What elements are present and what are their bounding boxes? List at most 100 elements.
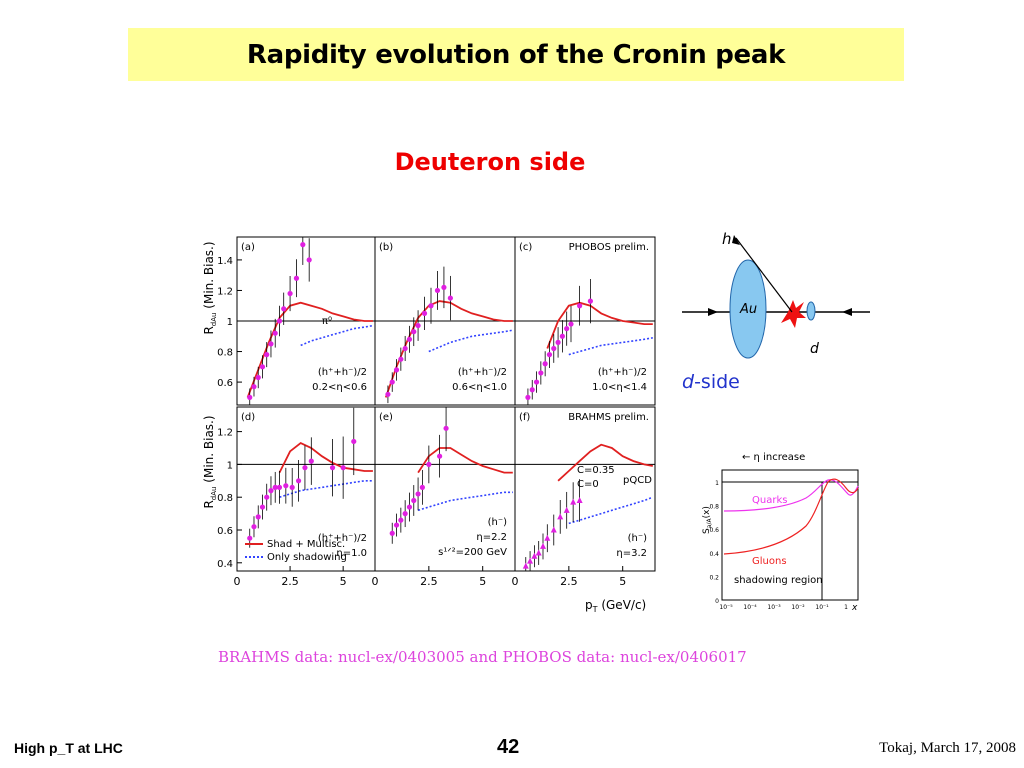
y-tick-label: 0.8 bbox=[217, 493, 233, 504]
shadowing-y-tick: 0.8 bbox=[709, 504, 719, 511]
collision-diagram: Au d h d-side bbox=[682, 230, 870, 393]
data-point bbox=[437, 453, 443, 459]
shadowing-curve bbox=[428, 329, 513, 353]
ylabel-top: RdAu (Min. Bias.) bbox=[202, 241, 218, 334]
data-point bbox=[406, 336, 413, 342]
shadowing-curve bbox=[279, 480, 373, 498]
data-point bbox=[281, 306, 287, 312]
panel-label: (c) bbox=[519, 242, 532, 253]
data-point bbox=[295, 478, 302, 484]
d-nucleus bbox=[806, 301, 816, 321]
data-point bbox=[550, 526, 557, 533]
shadowing-curve bbox=[568, 496, 654, 525]
x-tick-label: 2.5 bbox=[560, 575, 578, 588]
data-point bbox=[276, 318, 283, 324]
data-point bbox=[525, 394, 531, 400]
data-point bbox=[385, 391, 391, 397]
legend-entry: Only shadowing bbox=[267, 552, 347, 563]
slide-title: Rapidity evolution of the Cronin peak bbox=[246, 39, 786, 70]
x-tick-label: 0 bbox=[372, 575, 379, 588]
x-tick-label: 2.5 bbox=[281, 575, 299, 588]
data-point bbox=[531, 552, 538, 559]
panel-annotation: η=3.2 bbox=[616, 548, 647, 559]
data-point bbox=[568, 321, 574, 327]
y-tick-label: 1 bbox=[227, 460, 233, 471]
rdau-panel-grid: 0.60.811.21.4(a)(h⁺+h⁻)/20.2<η<0.6π⁰(b)(… bbox=[202, 236, 656, 614]
y-tick-label: 1.2 bbox=[217, 428, 233, 439]
data-point bbox=[527, 557, 534, 564]
x-tick-label: 5 bbox=[340, 575, 347, 588]
d-label: d bbox=[810, 341, 819, 357]
shadowing-curve bbox=[568, 337, 653, 356]
data-point bbox=[587, 298, 593, 304]
panel-frame bbox=[514, 406, 656, 572]
data-point bbox=[393, 367, 400, 373]
panel-annotation: s¹ᐟ²=200 GeV bbox=[438, 547, 507, 558]
quarks-curve bbox=[723, 479, 859, 512]
data-point bbox=[570, 498, 577, 505]
y-tick-label: 1.2 bbox=[217, 286, 233, 297]
data-point bbox=[441, 284, 447, 290]
panel-annotation: (h⁺+h⁻)/2 bbox=[318, 367, 367, 378]
shadowing-function-chart: ← η increase 0 0.2 0.4 0.6 0.8 1 10⁻⁵ 10⁻⁴ 10⁻³ 1… bbox=[702, 452, 859, 613]
data-point bbox=[287, 290, 293, 297]
panel-annotation: (h⁺+h⁻)/2 bbox=[318, 533, 367, 544]
shadowing-plot-frame bbox=[721, 469, 859, 601]
data-point bbox=[268, 341, 274, 347]
d-side-label: d-side bbox=[682, 371, 740, 393]
data-point bbox=[255, 374, 261, 381]
data-point bbox=[443, 425, 449, 431]
footer-date: Tokaj, March 17, 2008 bbox=[879, 740, 1016, 756]
slide-subtitle: Deuteron side bbox=[394, 148, 586, 176]
ylabel-bottom: RdAu (Min. Bias.) bbox=[202, 415, 218, 508]
data-point bbox=[540, 542, 546, 549]
data-point bbox=[264, 494, 270, 500]
pi0-label: π⁰ bbox=[322, 316, 332, 327]
eta-increase-label: ← η increase bbox=[742, 452, 805, 463]
x-tick-label: 5 bbox=[619, 575, 626, 588]
data-point bbox=[555, 339, 561, 345]
data-point bbox=[398, 356, 404, 362]
au-label: Au bbox=[739, 302, 757, 317]
panel-label: (e) bbox=[379, 412, 393, 423]
data-point bbox=[426, 461, 432, 467]
data-point bbox=[272, 330, 278, 336]
panel-annotation: 0.2<η<0.6 bbox=[312, 382, 367, 393]
footer-course: High p_T at LHC bbox=[14, 740, 123, 756]
shadowing-curve bbox=[417, 491, 513, 512]
multiscattering-curve bbox=[417, 447, 513, 474]
panel-label: (f) bbox=[519, 412, 530, 423]
data-point bbox=[300, 242, 306, 248]
multiscattering-curve bbox=[278, 442, 373, 474]
data-point bbox=[577, 303, 583, 309]
shadowing-x-tick: 10⁻¹ bbox=[815, 604, 829, 611]
y-tick-label: 1 bbox=[227, 317, 233, 328]
shadowing-y-tick: 0.4 bbox=[709, 551, 719, 558]
h-label: h bbox=[722, 230, 732, 248]
data-point bbox=[557, 513, 564, 520]
multiscattering-curve bbox=[246, 301, 373, 398]
page-number: 42 bbox=[497, 736, 520, 758]
curve-label: pQCD bbox=[623, 475, 652, 486]
data-point bbox=[302, 465, 308, 471]
data-point bbox=[389, 530, 395, 536]
data-point bbox=[551, 345, 557, 352]
y-tick-label: 1.4 bbox=[217, 256, 233, 267]
data-point bbox=[264, 352, 270, 358]
data-point bbox=[293, 275, 300, 281]
data-point bbox=[563, 506, 570, 513]
panel-label: (b) bbox=[379, 242, 393, 253]
data-point bbox=[351, 438, 357, 445]
data-point bbox=[289, 484, 295, 490]
data-point bbox=[259, 504, 266, 510]
data-point bbox=[276, 484, 283, 490]
multiscattering-curve bbox=[546, 301, 653, 349]
data-point bbox=[542, 361, 548, 367]
shadowing-xlabel: x bbox=[851, 603, 858, 613]
panel-d: 0.4 0.6 0.8 1 1.2 0 2.5 5 (d) (h⁺+h⁻)/2 η=1.0Shad … bbox=[217, 406, 376, 588]
data-point bbox=[393, 522, 400, 528]
panel-annotation: (h⁻) bbox=[488, 517, 508, 528]
shadowing-x-tick: 10⁻⁴ bbox=[743, 604, 757, 611]
data-point bbox=[251, 524, 257, 530]
panel-label: (a) bbox=[241, 242, 255, 253]
